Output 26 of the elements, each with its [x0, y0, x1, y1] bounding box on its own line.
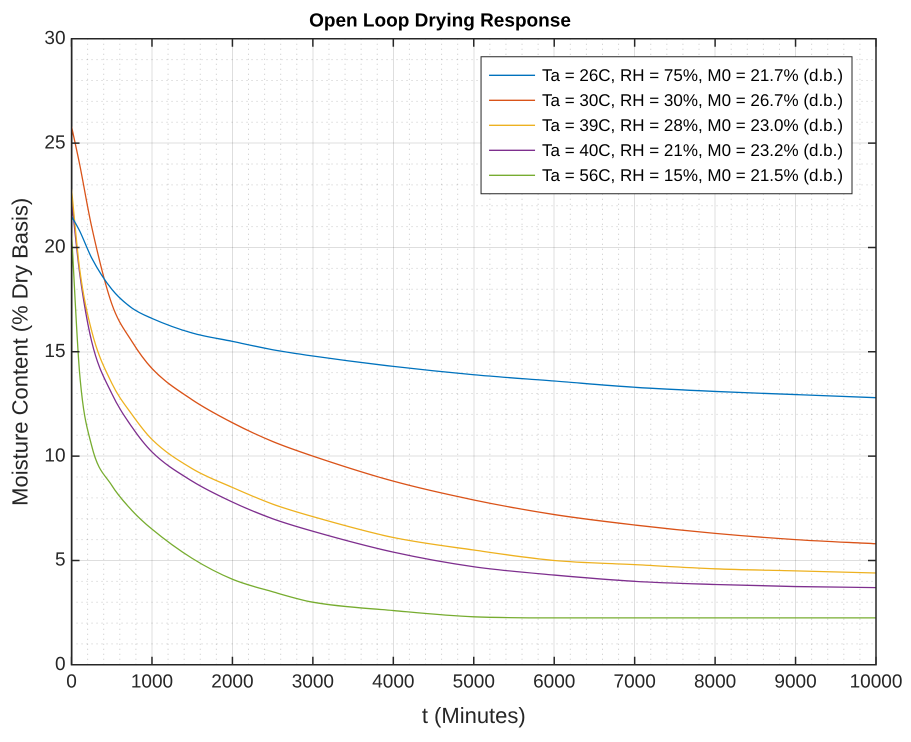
y-tick-label: 0 — [54, 654, 66, 676]
y-axis-title: Moisture Content (% Dry Basis) — [7, 198, 32, 506]
legend-label: Ta = 40C, RH = 21%, M0 = 23.2% (d.b.) — [542, 140, 843, 160]
y-tick-label: 10 — [44, 445, 66, 466]
x-tick-label: 10000 — [850, 671, 902, 692]
x-tick-label: 9000 — [774, 671, 817, 692]
x-tick-label: 6000 — [533, 671, 576, 692]
legend-label: Ta = 56C, RH = 15%, M0 = 21.5% (d.b.) — [542, 166, 843, 185]
chart-title: Open Loop Drying Response — [309, 10, 571, 32]
y-tick-label: 5 — [54, 550, 66, 571]
x-tick-label: 8000 — [694, 671, 736, 692]
x-tick-label: 3000 — [292, 671, 334, 692]
x-tick-label: 5000 — [452, 671, 495, 692]
line-series — [72, 216, 876, 398]
y-tick-label: 30 — [44, 28, 66, 50]
y-tick-label: 15 — [44, 341, 66, 362]
legend-label: Ta = 26C, RH = 75%, M0 = 21.7% (d.b.) — [542, 66, 843, 85]
x-tick-label: 2000 — [211, 671, 254, 692]
x-axis-title: t (Minutes) — [422, 702, 526, 728]
legend-label: Ta = 39C, RH = 28%, M0 = 23.0% (d.b.) — [542, 116, 843, 135]
x-tick-label: 7000 — [614, 671, 656, 692]
y-tick-label: 25 — [44, 132, 66, 154]
legend-label: Ta = 30C, RH = 30%, M0 = 26.7% (d.b.) — [542, 90, 843, 110]
y-tick-label: 20 — [44, 236, 66, 258]
x-tick-label: 4000 — [372, 671, 414, 692]
x-tick-label: 1000 — [130, 671, 174, 692]
